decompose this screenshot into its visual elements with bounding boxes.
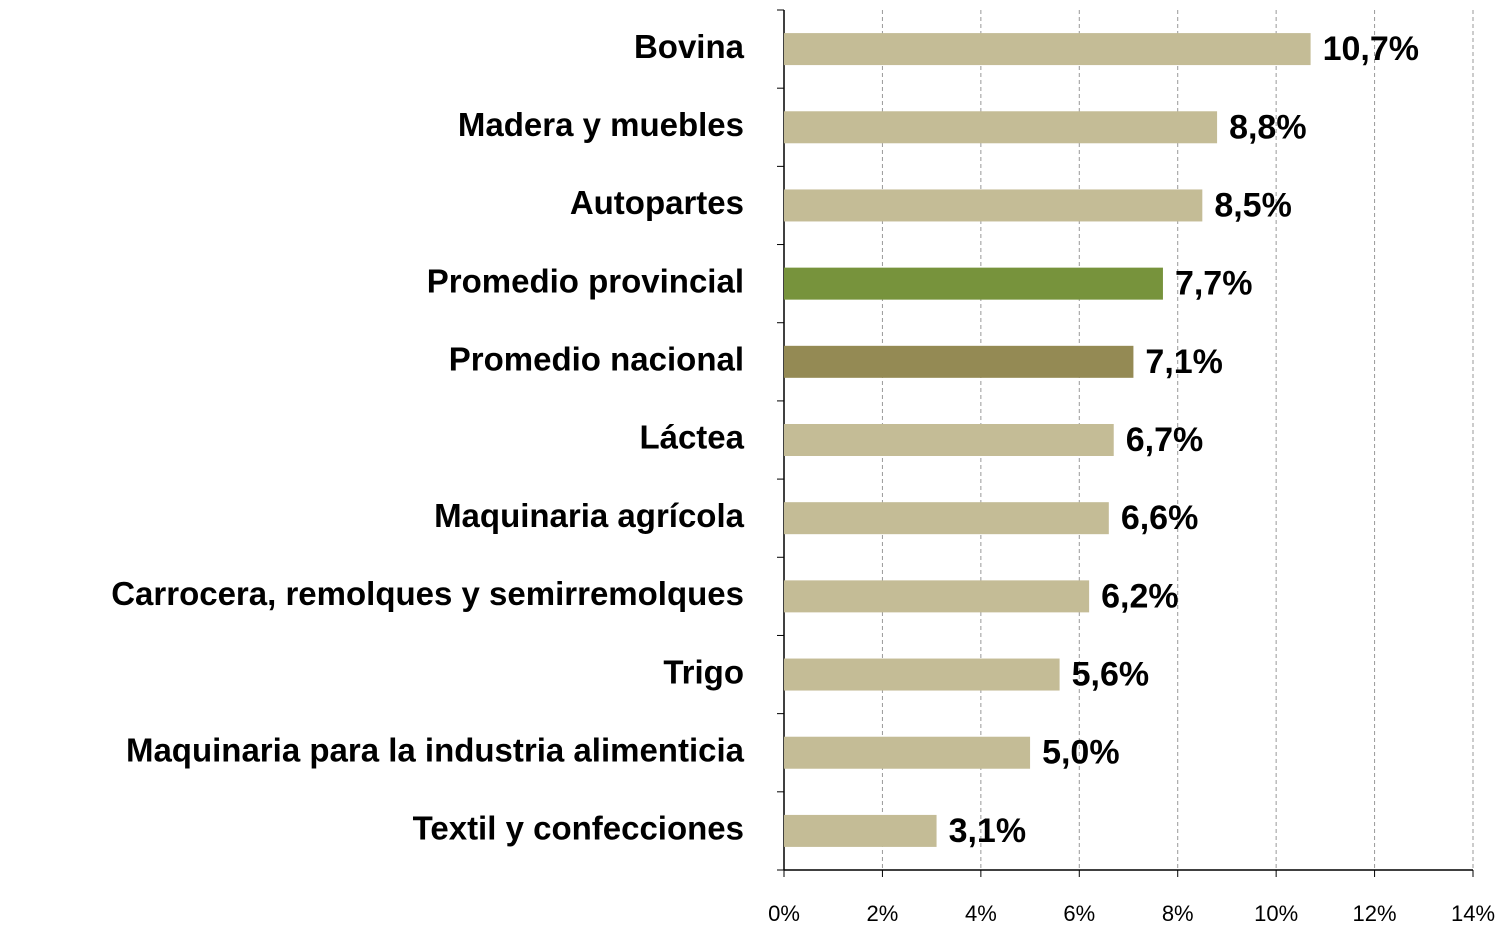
- bar: [784, 658, 1060, 691]
- bar: [784, 33, 1311, 66]
- bar: [784, 502, 1109, 535]
- bar: [784, 736, 1031, 769]
- category-label: Autopartes: [570, 184, 744, 221]
- value-label: 6,6%: [1121, 499, 1199, 537]
- bar: [784, 189, 1203, 222]
- value-label: 6,2%: [1101, 577, 1179, 615]
- x-tick-label: 10%: [1254, 901, 1298, 926]
- value-label: 7,7%: [1175, 265, 1253, 303]
- category-label: Maquinaria agrícola: [434, 497, 745, 534]
- category-label: Trigo: [663, 653, 744, 690]
- bar: [784, 267, 1163, 300]
- x-tick-label: 4%: [965, 901, 997, 926]
- bar: [784, 111, 1218, 144]
- bar: [784, 580, 1090, 613]
- bar: [784, 814, 937, 847]
- category-label: Maquinaria para la industria alimenticia: [126, 731, 745, 768]
- value-label: 7,1%: [1145, 343, 1223, 381]
- value-label: 10,7%: [1323, 30, 1419, 68]
- value-label: 8,8%: [1229, 108, 1307, 146]
- x-tick-label: 6%: [1063, 901, 1095, 926]
- category-label: Madera y muebles: [458, 106, 744, 143]
- category-label: Carrocera, remolques y semirremolques: [111, 575, 744, 612]
- x-tick-label: 8%: [1162, 901, 1194, 926]
- category-label: Promedio nacional: [449, 341, 744, 378]
- value-label: 5,0%: [1042, 734, 1120, 772]
- category-label: Bovina: [634, 28, 745, 65]
- value-label: 6,7%: [1126, 421, 1204, 459]
- value-label: 3,1%: [949, 812, 1026, 850]
- value-label: 5,6%: [1072, 656, 1150, 694]
- category-label: Textil y confecciones: [413, 810, 744, 847]
- category-label: Promedio provincial: [427, 262, 744, 299]
- value-label: 8,5%: [1214, 186, 1292, 224]
- x-tick-label: 0%: [768, 901, 800, 926]
- x-tick-label: 14%: [1451, 901, 1495, 926]
- bar: [784, 345, 1134, 378]
- category-label: Láctea: [639, 419, 744, 456]
- bar: [784, 424, 1114, 456]
- x-tick-label: 12%: [1353, 901, 1397, 926]
- x-tick-label: 2%: [867, 901, 899, 926]
